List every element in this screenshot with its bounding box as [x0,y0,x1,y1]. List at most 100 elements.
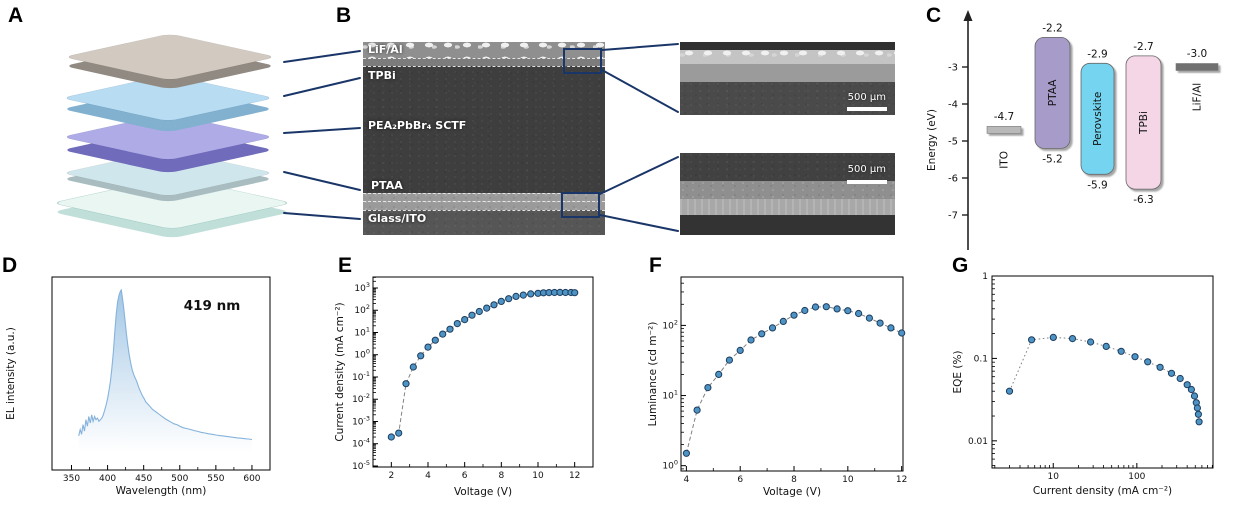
svg-text:-5.2: -5.2 [1042,153,1063,165]
svg-text:10-3: 10-3 [352,414,370,427]
data-point [833,305,841,313]
panel-label-c: C [926,4,942,27]
series-line [391,291,575,438]
sem-layer-band [363,42,605,58]
panel-label-f: F [649,254,662,277]
svg-text:10-5: 10-5 [352,459,370,472]
svg-text:400: 400 [99,474,116,484]
data-point [822,303,830,311]
data-point [1005,387,1014,395]
stack-layer-perovskite [66,114,270,173]
data-point [1187,385,1195,394]
sem-label-perovskite: PEA₂PbBr₄ SCTF [368,119,467,132]
data-point [490,301,498,309]
data-point [409,363,417,371]
data-point [758,330,766,338]
data-point [801,306,809,315]
svg-text:500: 500 [171,474,188,484]
svg-text:4: 4 [425,471,431,481]
panel-label-d: D [2,254,18,277]
data-point [519,291,527,299]
svg-text:12: 12 [569,471,580,481]
spectrum-line [78,288,253,441]
data-point [1117,347,1125,355]
svg-text:-2.9: -2.9 [1087,48,1108,60]
scale-bar-label: 500 μm [847,164,886,175]
data-point [811,303,820,311]
series-line [685,306,902,454]
energy-tick-label: -7 [948,211,958,222]
data-point [865,314,873,322]
y-axis-label: Luminance (cd m⁻²) [647,322,659,427]
plot-frame [680,276,904,472]
sem-layer-band [363,210,605,235]
svg-text:350: 350 [63,474,80,484]
sem-layer-band [680,215,895,235]
data-point [693,406,701,414]
sem-label-tpbi: TPBi [368,69,396,82]
svg-text:0.01: 0.01 [968,437,988,447]
sem-label-glass-ito: Glass/ITO [368,212,427,225]
data-point [475,307,483,316]
data-point [715,370,723,379]
data-point [1176,374,1184,383]
zoom-connector-line [599,156,679,195]
data-point [505,295,513,303]
svg-text:10: 10 [532,471,544,481]
energy-tick-label: -3 [948,63,958,74]
sem-interface-line [363,201,605,202]
svg-text:6: 6 [737,475,743,485]
sem-zoom-box-bottom [561,192,600,218]
sem-zoom-box-top [563,48,602,74]
data-point [453,320,461,328]
panel-label-b: B [336,4,352,27]
data-point [1156,363,1164,371]
svg-text:102: 102 [662,318,678,331]
svg-text:0.1: 0.1 [974,354,988,364]
data-point [1193,404,1201,412]
data-point [768,324,777,332]
data-point [779,317,787,326]
plot-frame [372,276,594,468]
sem-inset-bottom: 500 μm [680,153,895,235]
data-point [844,307,852,315]
data-point [1087,338,1095,346]
panel-label-g: G [952,254,969,277]
data-point [468,311,476,319]
data-point [424,343,432,351]
energy-axis-label: Energy (eV) [926,109,938,171]
data-point [876,319,884,327]
sem-interface-line [363,210,605,211]
sem-layer-band [363,58,605,66]
svg-text:Perovskite: Perovskite [1092,92,1104,146]
energy-level-diagram: -3 -4 -5 -6 -7 Energy (eV) -4.7 ITO -2.2 -5.2 PTAA… [926,10,1219,250]
svg-text:600: 600 [243,474,260,484]
sem-layer-band [680,199,895,215]
svg-text:-3.0: -3.0 [1187,48,1208,60]
svg-text:10-4: 10-4 [352,437,370,450]
sem-layer-band [680,153,895,181]
data-point [439,330,447,338]
svg-text:102: 102 [354,303,370,316]
svg-text:-2.2: -2.2 [1042,22,1063,34]
sem-layer-band [680,64,895,82]
svg-text:550: 550 [207,474,224,484]
data-point [1195,418,1203,426]
data-point [571,289,579,297]
data-point [483,304,491,312]
svg-text:8: 8 [498,471,504,481]
svg-text:2: 2 [388,471,394,481]
svg-text:6: 6 [462,471,468,481]
energy-level-perovskite: -2.9 -5.9 Perovskite [1080,48,1115,191]
energy-tick-label: -4 [948,100,958,111]
svg-text:101: 101 [662,389,678,402]
svg-text:-2.7: -2.7 [1133,41,1154,53]
svg-text:8: 8 [791,475,797,485]
energy-level-tpbi: -2.7 -6.3 TPBi [1125,41,1162,206]
data-point [704,384,712,392]
sem-layer-band [680,181,895,199]
x-axis-label: Current density (mA cm⁻²) [1033,485,1172,497]
energy-level-ptaa: -2.2 -5.2 PTAA [1034,22,1071,165]
svg-text:100: 100 [1128,472,1145,482]
